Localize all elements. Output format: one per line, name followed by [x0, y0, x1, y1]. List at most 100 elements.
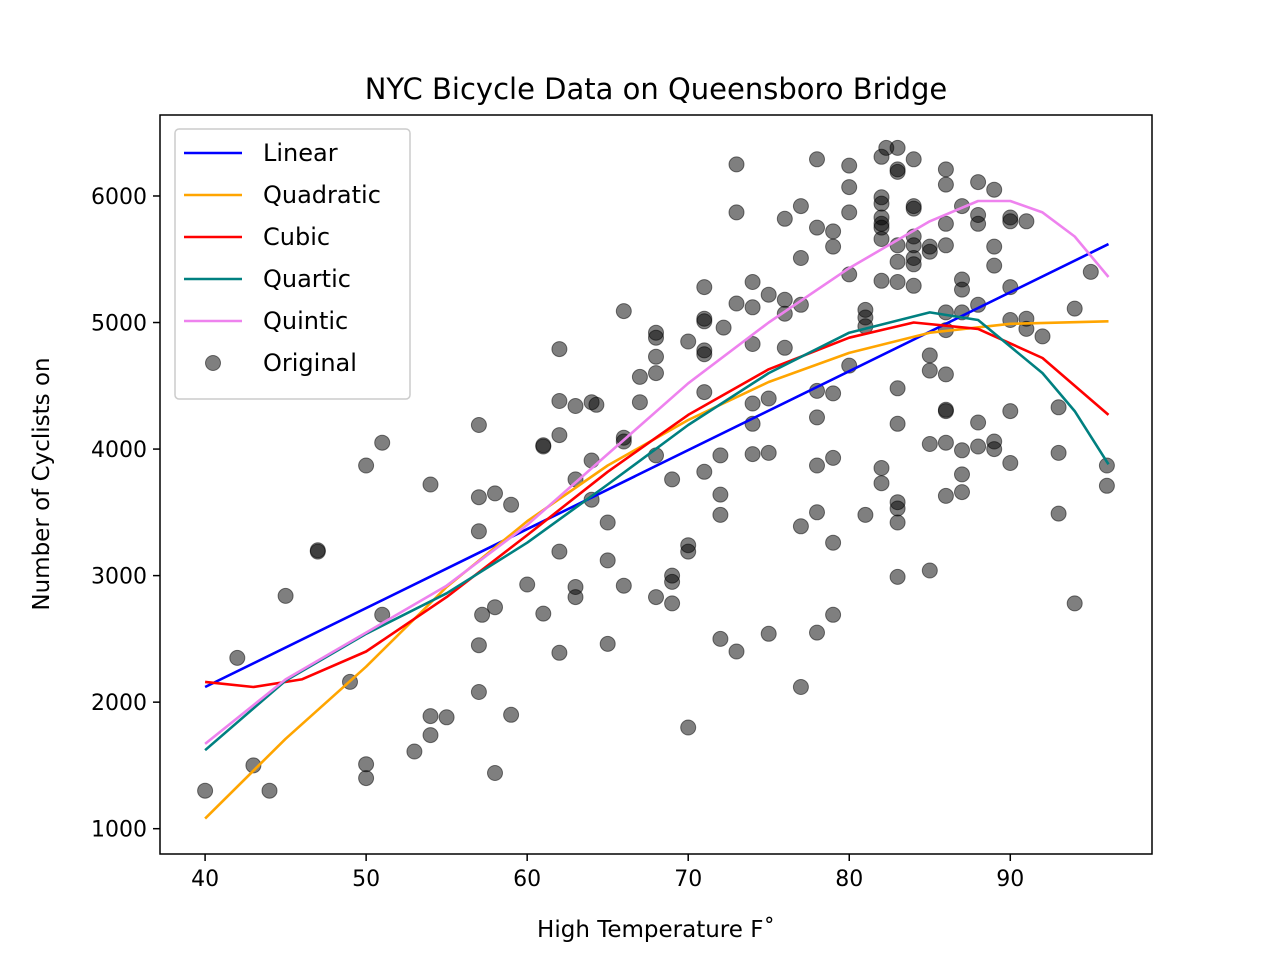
y-tick-label: 6000	[91, 185, 147, 210]
scatter-point	[889, 500, 906, 517]
scatter-point	[551, 393, 568, 409]
scatter-point	[776, 210, 793, 227]
scatter-point	[696, 346, 713, 363]
scatter-point	[358, 770, 375, 787]
scatter-point	[487, 599, 503, 616]
scatter-point	[792, 518, 809, 535]
plot-frame	[159, 114, 1153, 855]
scatter-point	[873, 272, 890, 289]
scatter-point	[889, 163, 906, 180]
scatter-point	[599, 635, 616, 652]
scatter-point	[1066, 300, 1083, 317]
scatter-point	[728, 156, 745, 173]
x-tick-label: 50	[352, 867, 380, 892]
scatter-point	[728, 643, 745, 660]
scatter-point	[197, 782, 214, 799]
scatter-point	[873, 475, 890, 492]
scatter-point	[889, 139, 906, 156]
scatter-point	[809, 151, 825, 168]
scatter-point	[937, 401, 954, 418]
scatter-point	[937, 176, 954, 193]
scatter-point	[567, 398, 584, 414]
scatter-point	[470, 637, 487, 654]
scatter-point	[503, 496, 520, 513]
scatter-point	[760, 286, 777, 303]
scatter-point	[648, 589, 664, 606]
scatter-point	[889, 274, 906, 290]
scatter-point	[519, 576, 536, 593]
scatter-point	[406, 743, 423, 760]
scatter-point	[599, 514, 616, 531]
scatter-point	[905, 200, 922, 217]
scatter-point	[728, 295, 745, 312]
scatter-point	[487, 485, 503, 502]
legend-label-quintic: Quintic	[263, 307, 348, 335]
legend-label-quartic: Quartic	[263, 265, 351, 293]
scatter-point	[648, 348, 664, 365]
scatter-point	[905, 256, 922, 273]
y-tick-label: 3000	[91, 565, 147, 590]
scatter-point	[889, 415, 906, 432]
scatter-point	[680, 333, 697, 350]
scatter-point	[792, 250, 809, 266]
scatter-point	[277, 587, 294, 604]
scatter-point	[648, 365, 664, 382]
scatter-point	[970, 174, 987, 191]
scatter-point	[696, 279, 713, 296]
scatter-point	[648, 329, 664, 346]
scatter-point	[261, 782, 278, 799]
series-line-cubic	[204, 321, 1110, 689]
scatter-point	[889, 380, 906, 397]
scatter-point	[954, 466, 970, 483]
scatter-point	[937, 237, 954, 254]
legend-label-cubic: Cubic	[263, 223, 330, 251]
scatter-point	[503, 706, 520, 723]
scatter-point	[744, 299, 761, 316]
scatter-point	[728, 204, 745, 221]
scatter-point	[487, 765, 503, 781]
scatter-point	[1018, 213, 1035, 230]
scatter-point	[857, 506, 874, 523]
scatter-point	[937, 304, 954, 321]
scatter-point	[422, 708, 439, 725]
legend-label-original: Original	[263, 349, 357, 377]
scatter-point	[470, 417, 487, 433]
scatter-point	[551, 644, 568, 661]
scatter-point	[1050, 505, 1067, 522]
scatter-point	[470, 523, 487, 540]
scatter-point	[680, 719, 697, 736]
legend: Linear Quadratic Cubic Quartic Quintic Origin…	[174, 128, 411, 400]
x-axis-label: High Temperature F˚	[537, 916, 775, 943]
scatter-point	[615, 303, 632, 320]
scatter-point	[583, 452, 600, 469]
scatter-point	[873, 195, 890, 212]
scatter-point	[631, 368, 648, 385]
scatter-point	[954, 281, 970, 298]
scatter-point	[889, 253, 906, 270]
scatter-point	[825, 534, 842, 551]
scatter-point	[229, 649, 246, 666]
scatter-point	[1050, 444, 1067, 461]
scatter-point	[712, 486, 729, 503]
x-axis-ticks: 40 50 60 70 80 90	[191, 854, 1024, 892]
scatter-point	[760, 444, 777, 461]
scatter-point	[567, 589, 584, 606]
scatter-point	[986, 238, 1003, 255]
scatter-point	[664, 595, 681, 612]
scatter-point	[1098, 477, 1115, 494]
scatter-point	[809, 504, 825, 521]
scatter-point	[1034, 328, 1051, 345]
scatter-point	[873, 231, 890, 247]
series-line-quintic	[204, 199, 1110, 745]
scatter-point	[841, 204, 858, 221]
scatter-point	[744, 274, 761, 290]
scatter-point	[744, 446, 761, 463]
scatter-point	[954, 442, 970, 459]
scatter-point	[970, 438, 987, 455]
x-tick-label: 70	[674, 867, 702, 892]
scatter-point	[599, 552, 616, 569]
scatter-point	[841, 157, 858, 174]
y-tick-label: 2000	[91, 691, 147, 716]
scatter-point	[825, 385, 842, 402]
scatter-point	[631, 394, 648, 411]
